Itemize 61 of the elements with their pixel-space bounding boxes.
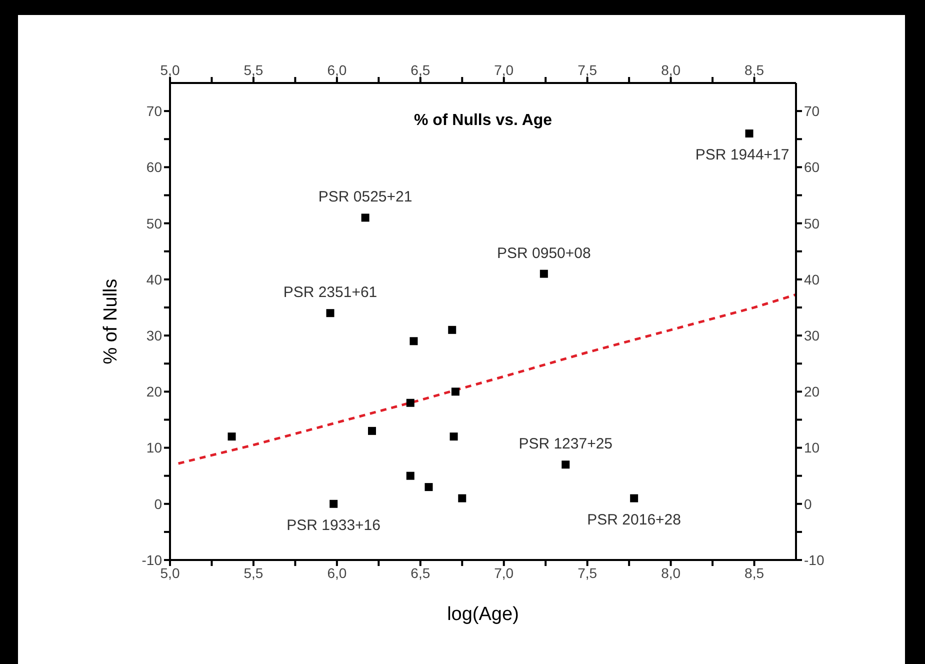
point [361,214,370,222]
annotation: PSR 1933+16 [286,516,381,534]
point [424,483,433,492]
y-tick-label: 20 [146,384,162,400]
point [451,388,460,396]
y2-tick-label: 60 [804,159,820,176]
y2-tick-label: 70 [804,103,820,120]
point [630,494,638,502]
y2-tick-label: 20 [804,384,820,400]
y-tick-label: 60 [146,159,162,176]
y2-tick-label: 30 [804,328,820,344]
annotation: PSR 0525+21 [318,188,412,206]
point [330,500,338,508]
annotation: PSR 0950+08 [497,244,591,262]
y-tick-label: 0 [154,496,162,512]
point [745,130,754,138]
x2-tick-label: 6,0 [327,62,347,78]
annotation: PSR 2351+61 [283,284,378,302]
x2-tick-label: 5,0 [160,62,180,78]
y2-tick-label: 50 [804,215,820,232]
point [540,270,548,278]
x-tick-label: 5,0 [160,564,180,581]
x-axis-title: log(Age) [447,604,519,625]
x-tick-label: 6,0 [327,564,347,581]
point [228,432,236,441]
y2-tick-label: 0 [804,496,812,512]
x-tick-label: 8,5 [744,564,764,581]
y-tick-label: 40 [146,271,162,288]
y-tick-label: 10 [146,440,162,456]
text: % of Nulls vs. Age [412,112,554,130]
y2-tick-label: -10 [804,552,824,568]
y2-tick-label: 10 [804,440,820,456]
point [368,426,376,435]
y-tick-label: 50 [146,215,162,232]
point [562,460,570,469]
x-tick-label: 8,0 [661,564,681,581]
point [406,472,414,480]
y-tick-label: 70 [146,103,162,120]
annotation: PSR 1237+25 [518,436,613,453]
point [326,309,334,318]
annotation: PSR 1944+17 [695,146,790,164]
point [410,337,418,346]
annotation: PSR 2016+28 [587,511,681,528]
x2-tick-label: 6,5 [410,62,430,78]
x2-tick-label: 8,5 [744,62,764,78]
y-axis-title: % of Nulls [100,278,122,364]
y-tick-label: -10 [142,552,162,568]
y2-tick-label: 40 [804,271,820,288]
point [406,398,414,407]
x-tick-label: 7,5 [578,564,598,581]
point [450,432,458,441]
x2-tick-label: 7,5 [578,62,598,78]
x-tick-label: 6,5 [410,564,430,581]
x-tick-label: 7,0 [494,564,514,581]
x-tick-label: 5,5 [244,564,264,581]
x2-tick-label: 7,0 [494,62,514,78]
point [448,326,456,334]
x2-tick-label: 8,0 [661,62,681,78]
x2-tick-label: 5,5 [244,62,264,78]
point [458,494,466,502]
y-tick-label: 30 [146,328,162,344]
